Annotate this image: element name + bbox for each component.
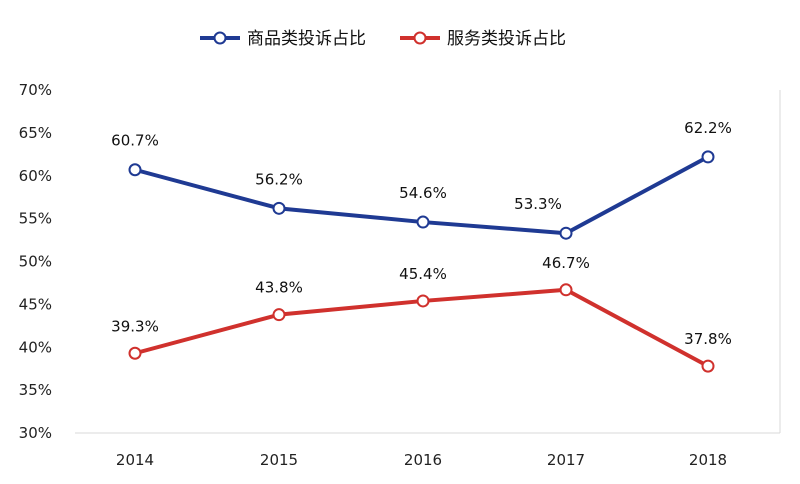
data-label: 46.7% xyxy=(542,254,590,272)
data-point xyxy=(272,201,286,215)
data-label: 53.3% xyxy=(514,195,562,213)
legend-label: 商品类投诉占比 xyxy=(247,29,366,49)
legend-marker xyxy=(213,31,227,45)
y-axis: 30% 35% 40% 45% 50% 55% 60% 65% 70% xyxy=(19,81,781,442)
legend-label: 服务类投诉占比 xyxy=(447,29,566,49)
legend-item-1: 商品类投诉占比 xyxy=(200,29,366,49)
x-tick-label: 2014 xyxy=(116,451,154,469)
data-label: 37.8% xyxy=(684,330,732,348)
y-tick-label: 35% xyxy=(19,381,52,399)
legend-item-2: 服务类投诉占比 xyxy=(400,29,566,49)
data-point xyxy=(416,294,430,308)
x-axis: 2014 2015 2016 2017 2018 xyxy=(75,432,780,469)
y-tick-label: 55% xyxy=(19,210,52,228)
data-label: 62.2% xyxy=(684,119,732,137)
data-point xyxy=(128,163,142,177)
legend-marker xyxy=(413,31,427,45)
y-tick-label: 45% xyxy=(19,295,52,313)
series-2: 39.3% 43.8% 45.4% 46.7% 37.8% xyxy=(111,254,732,373)
legend: 商品类投诉占比 服务类投诉占比 xyxy=(200,29,566,49)
x-tick-label: 2017 xyxy=(547,451,585,469)
y-tick-label: 60% xyxy=(19,167,52,185)
data-point xyxy=(272,308,286,322)
y-tick-label: 65% xyxy=(19,124,52,142)
data-point xyxy=(416,215,430,229)
data-label: 56.2% xyxy=(255,170,303,188)
data-point xyxy=(559,283,573,297)
data-point xyxy=(701,150,715,164)
y-tick-label: 40% xyxy=(19,338,52,356)
data-label: 54.6% xyxy=(399,184,447,202)
data-label: 39.3% xyxy=(111,317,159,335)
data-label: 45.4% xyxy=(399,265,447,283)
series-layer: 60.7% 56.2% 54.6% 53.3% 62.2% 39.3% 43.8% 45.4%… xyxy=(111,119,732,373)
data-label: 60.7% xyxy=(111,132,159,150)
data-point xyxy=(559,226,573,240)
y-tick-label: 50% xyxy=(19,253,52,271)
data-point xyxy=(701,359,715,373)
y-tick-label: 30% xyxy=(19,424,52,442)
data-point xyxy=(128,346,142,360)
y-tick-label: 70% xyxy=(19,81,52,99)
x-tick-label: 2018 xyxy=(689,451,727,469)
data-label: 43.8% xyxy=(255,279,303,297)
series-1: 60.7% 56.2% 54.6% 53.3% 62.2% xyxy=(111,119,732,240)
x-tick-label: 2016 xyxy=(404,451,442,469)
x-tick-label: 2015 xyxy=(260,451,298,469)
